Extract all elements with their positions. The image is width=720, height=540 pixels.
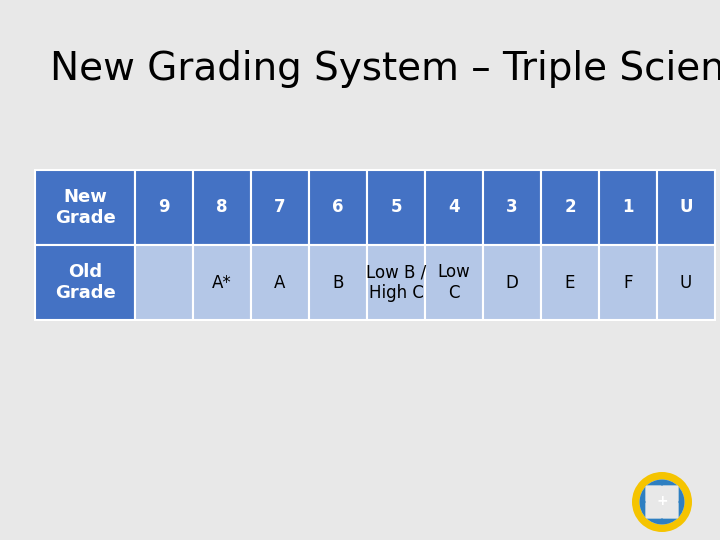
Text: U: U — [679, 199, 693, 217]
Bar — [135, 170, 193, 245]
Bar — [251, 245, 309, 320]
Text: E: E — [564, 273, 575, 292]
Bar — [483, 245, 541, 320]
Text: +: + — [656, 494, 668, 508]
Text: A*: A* — [212, 273, 232, 292]
Bar — [425, 170, 483, 245]
FancyBboxPatch shape — [662, 502, 679, 518]
Bar — [541, 245, 599, 320]
Bar — [599, 170, 657, 245]
Bar — [483, 170, 541, 245]
Bar — [309, 245, 367, 320]
Text: Old
Grade: Old Grade — [55, 263, 115, 302]
FancyBboxPatch shape — [662, 485, 679, 503]
Bar — [657, 245, 715, 320]
FancyBboxPatch shape — [645, 502, 662, 518]
Bar — [193, 245, 251, 320]
Text: 3: 3 — [506, 199, 518, 217]
Bar — [309, 170, 367, 245]
Circle shape — [639, 480, 685, 524]
Text: B: B — [333, 273, 343, 292]
Text: New
Grade: New Grade — [55, 188, 115, 227]
Bar — [193, 170, 251, 245]
Text: 7: 7 — [274, 199, 286, 217]
Text: 9: 9 — [158, 199, 170, 217]
Bar — [367, 245, 425, 320]
Bar — [35, 170, 135, 245]
Bar — [541, 170, 599, 245]
Text: 1: 1 — [622, 199, 634, 217]
Bar — [599, 245, 657, 320]
Text: U: U — [680, 273, 692, 292]
Text: 8: 8 — [216, 199, 228, 217]
FancyBboxPatch shape — [645, 485, 662, 503]
Text: A: A — [274, 273, 286, 292]
Bar — [425, 245, 483, 320]
Bar — [367, 170, 425, 245]
Text: F: F — [624, 273, 633, 292]
Bar — [35, 245, 135, 320]
Text: Low
C: Low C — [438, 263, 470, 302]
Text: Low B /
High C: Low B / High C — [366, 263, 426, 302]
Bar — [657, 170, 715, 245]
Text: 4: 4 — [448, 199, 460, 217]
Text: 6: 6 — [332, 199, 343, 217]
Text: 2: 2 — [564, 199, 576, 217]
Bar — [251, 170, 309, 245]
Text: 5: 5 — [390, 199, 402, 217]
Text: D: D — [505, 273, 518, 292]
Text: New Grading System – Triple Science: New Grading System – Triple Science — [50, 50, 720, 88]
Bar — [135, 245, 193, 320]
